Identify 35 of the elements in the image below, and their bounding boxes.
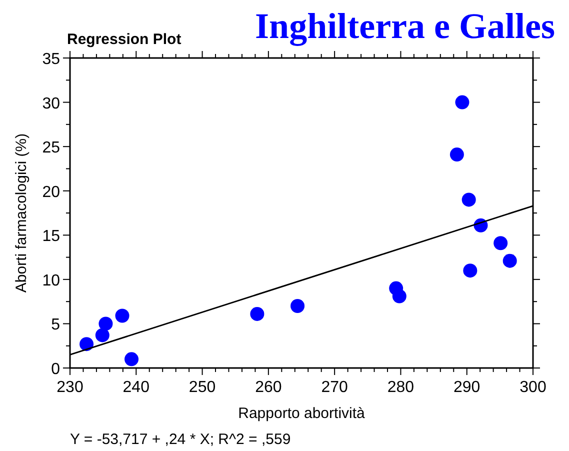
point (455, 95, 470, 110)
x-tick-label: 250 (188, 379, 216, 396)
y-tick-label: 20 (42, 184, 60, 201)
chart-subtitle: Inghilterra e Galles (255, 6, 555, 46)
x-tick-label: 260 (255, 379, 282, 396)
point (290, 299, 305, 313)
point (463, 264, 478, 278)
y-tick-label: 10 (42, 272, 60, 290)
y-tick-label: 0 (51, 361, 60, 378)
y-tick-label: 35 (42, 51, 60, 68)
point (462, 192, 476, 207)
x-tick-label: 230 (56, 379, 84, 396)
y-tick-label: 30 (42, 95, 60, 112)
y-tick-label: 25 (42, 140, 60, 157)
point (95, 328, 110, 342)
x-tick-label: 300 (520, 379, 546, 396)
x-tick-label: 270 (321, 379, 348, 396)
point (98, 316, 113, 331)
x-axis-title: Rapporto abortività (238, 405, 366, 422)
point (80, 337, 94, 352)
y-tick-label: 5 (51, 316, 60, 334)
x-tick-label: 280 (387, 379, 414, 396)
point (392, 289, 406, 304)
x-tick-label: 240 (122, 379, 150, 396)
text: Y = -53,717 + ,24 * X; R^2 = ,559 (70, 431, 291, 448)
y-axis-title: Aborti farmacologici (%) (13, 133, 30, 293)
point (494, 236, 508, 250)
point (502, 254, 517, 268)
point (450, 148, 464, 162)
point (250, 306, 264, 321)
y-tick-label: 15 (42, 228, 60, 246)
point (115, 308, 130, 323)
x-tick-label: 290 (454, 379, 480, 396)
chart-title: Regression Plot (67, 31, 182, 48)
point (124, 352, 139, 366)
